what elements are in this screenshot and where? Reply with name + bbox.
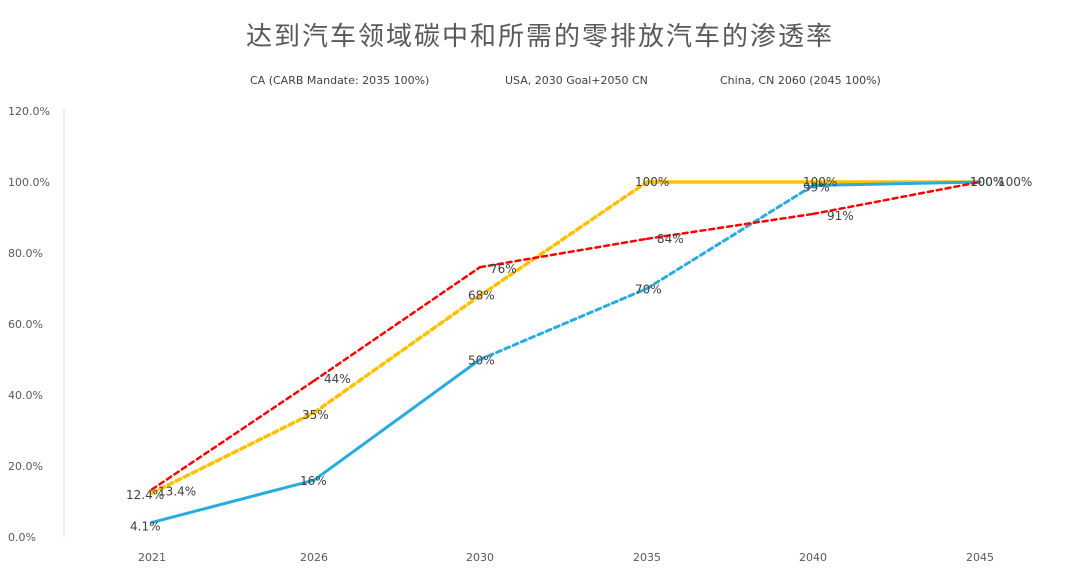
x-tick-label: 2026 [300,551,328,564]
data-label: 100% [970,175,1004,189]
series-segment [811,180,982,216]
y-tick-label: 20.0% [8,460,43,473]
data-label: 84% [657,232,684,246]
series-segment [312,293,482,415]
x-tick-label: 2021 [138,551,166,564]
data-label: 44% [324,372,351,386]
series-segment [645,212,815,241]
y-tick-label: 80.0% [8,247,43,260]
y-tick-label: 0.0% [8,531,36,544]
x-tick-label: 2030 [466,551,494,564]
series-segment [645,184,815,290]
series-segment [312,265,482,383]
legend-item-ca: CA (CARB Mandate: 2035 100%) [250,74,430,87]
data-label: 50% [468,354,495,368]
data-label: 68% [468,289,495,303]
y-tick-label: 40.0% [8,389,43,402]
series-segment [150,411,316,495]
data-label: 70% [635,283,662,297]
series-segment [811,180,982,188]
data-label: 35% [302,408,329,422]
data-label: 100% [803,175,837,189]
x-tick-label: 2045 [966,551,994,564]
x-tick-label: 2035 [633,551,661,564]
data-label: 4.1% [130,519,161,533]
legend-item-china: China, CN 2060 (2045 100%) [720,74,881,87]
y-tick-label: 120.0% [8,105,50,118]
data-label: 99% [803,181,830,195]
data-label: 100% [635,175,669,189]
x-tick-label: 2040 [799,551,827,564]
series-segment [150,379,316,491]
data-label: 16% [300,474,327,488]
data-label: 91% [827,209,854,223]
data-label: 76% [490,262,517,276]
series-segment [150,478,316,524]
data-label: 100% [970,175,1004,189]
legend: CA (CARB Mandate: 2035 100%) USA, 2030 G… [0,74,1080,94]
series-segment [478,237,649,269]
data-label: 100% [998,175,1032,189]
y-tick-label: 60.0% [8,318,43,331]
data-label: 12.4% [126,488,164,502]
series-segment [312,358,482,482]
legend-item-usa: USA, 2030 Goal+2050 CN [505,74,648,87]
data-label: 13.4% [158,484,196,498]
series-segment [478,287,649,361]
chart-title: 达到汽车领域碳中和所需的零排放汽车的渗透率 [245,22,834,52]
series-segment [478,180,649,298]
y-tick-label: 100.0% [8,176,50,189]
